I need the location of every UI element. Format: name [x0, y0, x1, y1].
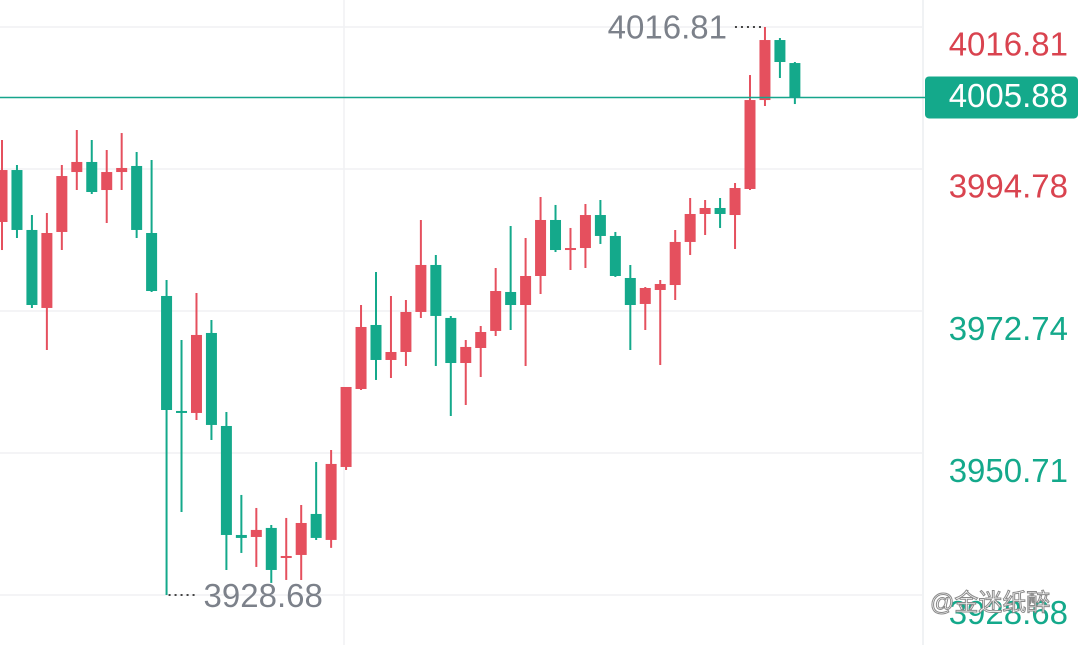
candle-body: [475, 332, 487, 348]
y-tick-label: 3928.68: [949, 594, 1068, 631]
candle-body: [56, 176, 68, 232]
candle-body: [131, 165, 143, 230]
candle-body: [564, 248, 576, 251]
candle-body: [385, 351, 397, 360]
candle-body: [41, 233, 53, 308]
candle-body: [505, 291, 517, 306]
candle-body: [340, 386, 352, 467]
candle-body: [101, 172, 113, 191]
candle-body: [699, 207, 711, 214]
candle-body: [235, 534, 247, 538]
candle-body: [11, 170, 23, 230]
candle-body: [774, 40, 786, 63]
candle-body: [325, 463, 337, 540]
candle-body: [370, 324, 382, 360]
candle-body: [280, 555, 292, 558]
candle-body: [594, 215, 606, 236]
candle-body: [520, 275, 532, 306]
candle-body: [86, 161, 98, 193]
candle-body: [550, 219, 562, 251]
candle-body: [310, 513, 322, 538]
candle-body: [535, 219, 547, 276]
candle-body: [609, 235, 621, 276]
candle-body: [490, 291, 502, 331]
y-tick-label: 3950.71: [949, 452, 1068, 489]
candle-body: [250, 529, 262, 537]
candle-body: [265, 527, 277, 570]
watermark: @金迷纸醉: [930, 589, 1050, 616]
min-marker-label: 3928.68: [204, 577, 323, 614]
candle-body: [460, 346, 472, 364]
candle-body: [669, 241, 681, 286]
candle-body: [355, 326, 367, 389]
candle-body: [624, 277, 636, 306]
y-tick-label: 3994.78: [949, 168, 1068, 205]
candle-body: [639, 287, 651, 304]
y-tick-label: 4016.81: [949, 26, 1068, 63]
candle-body: [116, 167, 128, 173]
candle-body: [714, 207, 726, 214]
candle-body: [26, 229, 38, 306]
last-price-label: 4005.88: [949, 77, 1068, 114]
candle-body: [729, 188, 741, 216]
candle-body: [684, 213, 696, 242]
y-tick-label: 3972.74: [949, 310, 1068, 347]
candle-body: [789, 63, 801, 98]
candle-body: [415, 264, 427, 312]
candle-body: [0, 170, 8, 222]
candle-body: [176, 410, 188, 413]
candle-body: [295, 522, 307, 555]
candle-body: [400, 311, 412, 352]
candle-body: [430, 264, 442, 316]
candle-body: [445, 317, 457, 364]
candle-body: [205, 332, 217, 425]
candle-body: [579, 215, 591, 249]
candle-body: [654, 283, 666, 290]
candle-body: [220, 425, 232, 535]
candle-body: [161, 295, 173, 410]
candle-body: [71, 161, 83, 173]
candle-body: [190, 334, 202, 413]
candle-body: [744, 100, 756, 189]
last-price-box: [925, 76, 1078, 119]
candle-body: [146, 233, 158, 292]
max-marker-label: 4016.81: [608, 9, 727, 46]
candle-body: [759, 40, 771, 101]
